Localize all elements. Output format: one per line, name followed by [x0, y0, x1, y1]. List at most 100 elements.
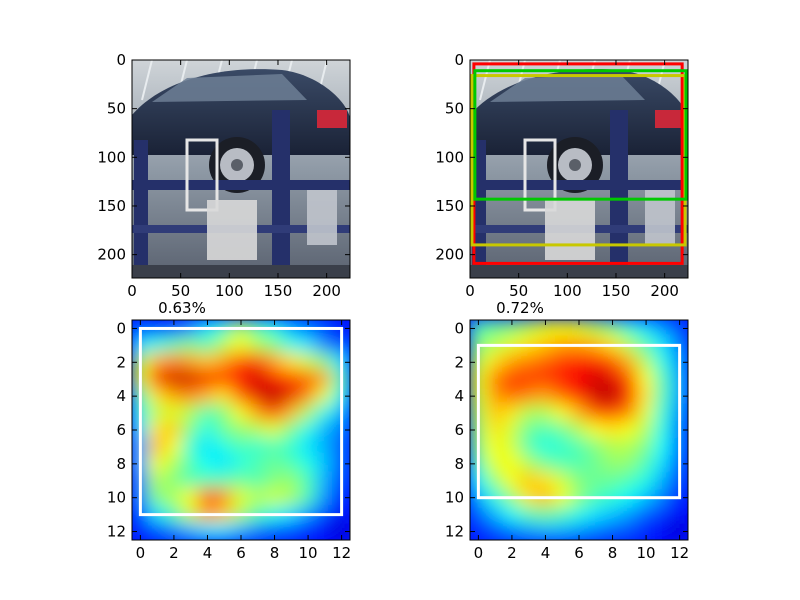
heatmap-cell: [281, 454, 301, 474]
y-tick-label: 10: [445, 489, 464, 507]
x-tick-label: 150: [602, 282, 631, 300]
heatmap-cell: [248, 454, 268, 474]
heatmap-cell: [603, 320, 622, 338]
heatmap-cell: [214, 420, 234, 440]
heatmap-cell: [298, 454, 318, 474]
heatmap-cell: [603, 420, 622, 440]
heatmap-cell: [231, 352, 251, 372]
heatmap-cell: [214, 352, 234, 372]
x-tick-label: 4: [541, 544, 551, 562]
heatmap-cell: [485, 352, 505, 372]
heatmap-cell: [315, 369, 335, 389]
heatmap-cell: [265, 471, 284, 491]
heatmap-cell: [298, 403, 318, 423]
heatmap-cell: [214, 369, 234, 389]
x-tick-label: 200: [650, 282, 679, 300]
heatmap-cell: [147, 471, 167, 491]
heatmap-cell: [164, 471, 184, 491]
heatmap-cell: [536, 320, 555, 338]
y-tick-label: 8: [116, 455, 126, 473]
heatmap-cell: [603, 386, 622, 406]
heatmap-cell: [281, 488, 301, 508]
y-tick-label: 0: [454, 319, 464, 337]
heatmap-cell: [231, 386, 251, 406]
heatmap-cell: [298, 335, 318, 355]
heatmap-cell: [519, 437, 539, 457]
heatmap-cell: [636, 471, 656, 491]
heatmap-cell: [519, 369, 539, 389]
x-tick-label: 100: [215, 282, 244, 300]
heatmap-cell: [181, 522, 201, 540]
heatmap-cell: [315, 335, 335, 355]
heatmap-cell: [502, 454, 522, 474]
heatmap-cell: [214, 437, 234, 457]
heatmap-cell: [586, 454, 606, 474]
heatmap-cell: [470, 320, 488, 338]
heatmap-cell: [231, 488, 251, 508]
x-tick-label: 6: [574, 544, 584, 562]
heatmap-cell: [147, 437, 167, 457]
heatmap-cell: [569, 352, 589, 372]
heatmap-cell: [536, 522, 555, 540]
heatmap-cell: [265, 488, 284, 508]
heatmap-cell: [636, 403, 656, 423]
panel-title: 0.63%: [158, 299, 206, 317]
heatmap-cell: [603, 471, 622, 491]
heatmap-image: [470, 320, 688, 540]
heatmap-cell: [586, 471, 606, 491]
heatmap-cell: [248, 471, 268, 491]
heatmap-cell: [298, 437, 318, 457]
heatmap-cell: [164, 352, 184, 372]
heatmap-cell: [248, 352, 268, 372]
heatmap-cell: [586, 522, 606, 540]
heatmap-cell: [552, 420, 572, 440]
heatmap-cell: [619, 320, 639, 338]
heatmap-cell: [147, 420, 167, 440]
x-tick-label: 50: [509, 282, 528, 300]
heatmap-cell: [181, 352, 201, 372]
heatmap-cell: [248, 522, 268, 540]
heatmap-cell: [636, 320, 656, 338]
heatmap-cell: [569, 420, 589, 440]
heatmap-cell: [315, 454, 335, 474]
heatmap-cell: [164, 420, 184, 440]
heatmap-cell: [147, 369, 167, 389]
heatmap-cell: [298, 386, 318, 406]
heatmap-cell: [214, 454, 234, 474]
x-tick-label: 0: [127, 282, 137, 300]
heatmap-cell: [502, 471, 522, 491]
y-tick-label: 0: [116, 319, 126, 337]
heatmap-cell: [198, 386, 217, 406]
heatmap-cell: [552, 320, 572, 338]
heatmap-cell: [181, 369, 201, 389]
y-tick-label: 6: [116, 421, 126, 439]
heatmap-cell: [214, 471, 234, 491]
heatmap-cell: [281, 437, 301, 457]
heatmap-cell: [502, 352, 522, 372]
x-tick-label: 8: [608, 544, 618, 562]
heatmap-cell: [231, 335, 251, 355]
heatmap-cell: [552, 386, 572, 406]
heatmap-cell: [619, 522, 639, 540]
heatmap-cell: [214, 386, 234, 406]
heatmap-cell: [147, 335, 167, 355]
heatmap-cell: [248, 403, 268, 423]
heatmap-cell: [181, 403, 201, 423]
heatmap-cell: [248, 369, 268, 389]
heatmap-cell: [298, 471, 318, 491]
heatmap-cell: [636, 369, 656, 389]
heatmap-cell: [470, 522, 488, 540]
y-tick-label: 4: [454, 387, 464, 405]
y-tick-label: 200: [97, 246, 126, 264]
heatmap-cell: [670, 522, 688, 540]
heatmap-cell: [198, 352, 217, 372]
axes-frame: [131, 59, 351, 279]
heatmap-cell: [569, 454, 589, 474]
heatmap-cell: [485, 420, 505, 440]
heatmap-cell: [147, 386, 167, 406]
x-tick-label: 12: [670, 544, 689, 562]
heatmap-cell: [619, 352, 639, 372]
heatmap-cell: [519, 320, 539, 338]
heatmap-cell: [265, 403, 284, 423]
